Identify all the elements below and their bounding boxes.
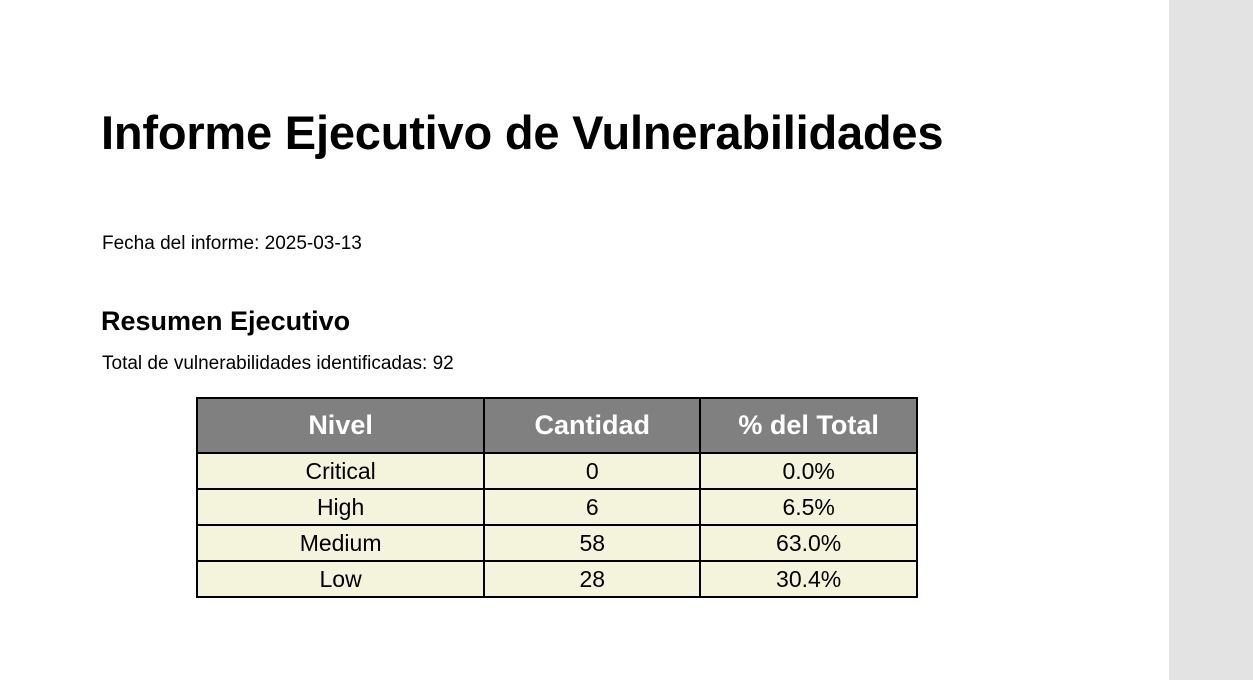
report-date: Fecha del informe: 2025-03-13 [102, 233, 362, 254]
header-nivel: Nivel [195, 397, 486, 454]
cell-nivel: High [195, 488, 486, 526]
cell-porcentaje: 0.0% [699, 452, 918, 490]
report-page: Informe Ejecutivo de Vulnerabilidades Fe… [101, 106, 944, 598]
total-vulnerabilities: Total de vulnerabilidades identificadas:… [102, 353, 454, 374]
header-porcentaje: % del Total [699, 397, 918, 454]
severity-summary-table: Nivel Cantidad % del Total Critical 0 0.… [195, 397, 918, 598]
header-cantidad: Cantidad [483, 397, 702, 454]
cell-porcentaje: 63.0% [699, 524, 918, 562]
cell-porcentaje: 6.5% [699, 488, 918, 526]
cell-nivel: Low [195, 560, 486, 598]
cell-nivel: Medium [195, 524, 486, 562]
cell-nivel: Critical [195, 452, 486, 490]
cell-cantidad: 28 [483, 560, 702, 598]
cell-cantidad: 0 [483, 452, 702, 490]
cell-porcentaje: 30.4% [699, 560, 918, 598]
table-row: High 6 6.5% [195, 488, 918, 526]
table-row: Low 28 30.4% [195, 560, 918, 598]
table-row: Critical 0 0.0% [195, 452, 918, 490]
summary-heading: Resumen Ejecutivo [101, 306, 351, 336]
report-title: Informe Ejecutivo de Vulnerabilidades [101, 106, 944, 159]
table-header-row: Nivel Cantidad % del Total [195, 397, 918, 454]
cell-cantidad: 58 [483, 524, 702, 562]
viewer-side-gutter [1169, 0, 1253, 680]
cell-cantidad: 6 [483, 488, 702, 526]
table-row: Medium 58 63.0% [195, 524, 918, 562]
